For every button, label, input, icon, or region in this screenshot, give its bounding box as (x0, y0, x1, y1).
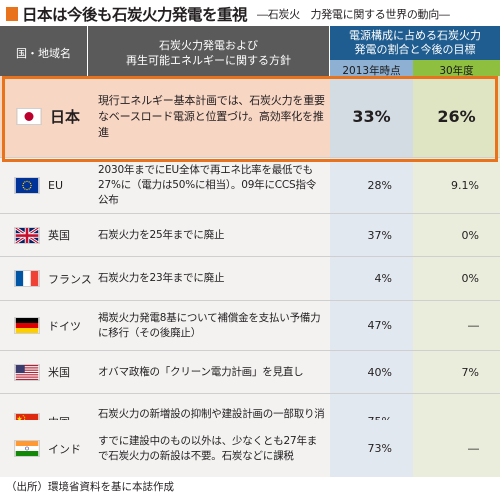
country-name: 米国 (48, 366, 70, 379)
policy-cell: 石炭火力を23年までに廃止 (98, 272, 225, 284)
uk-flag-icon (14, 226, 40, 244)
header-country: 国・地域名 (0, 26, 88, 80)
share-2013-cell: 37% (330, 214, 413, 256)
share-2013-cell: 4% (330, 257, 413, 300)
target-2030-cell: ― (413, 420, 500, 477)
country-name: インド (48, 442, 81, 456)
country-name: ドイツ (48, 319, 81, 333)
us-flag-icon (14, 363, 40, 381)
policy-table: 国・地域名 石炭火力発電および 再生可能エネルギーに関する方針 電源構成に占める石… (0, 26, 500, 474)
chart-title: 日本は今後も石炭火力発電を重視 (22, 6, 248, 24)
target-2030-cell: 0% (413, 214, 500, 256)
policy-cell: 褐炭火力発電8基について補償金を支払い予備力に移行（その後廃止） (98, 311, 321, 339)
table-row-japan: 日本 現行エネルギー基本計画では、石炭火力を重要なベースロード電源と位置づけ。高… (0, 76, 500, 158)
table-row-france: フランス 石炭火力を23年までに廃止 4% 0% (0, 257, 500, 301)
header-2030: 30年度 (413, 60, 500, 80)
share-2013-cell: 73% (330, 420, 413, 477)
country-name: 日本 (50, 108, 81, 126)
policy-cell: 2030年までにEU全体で再エネ比率を最低でも27%に（電力は50%に相当）。0… (98, 164, 317, 206)
header-policy: 石炭火力発電および 再生可能エネルギーに関する方針 (88, 26, 330, 80)
country-cell: インド (0, 420, 88, 477)
header-2013: 2013年時点 (330, 60, 413, 80)
share-2013-cell: 40% (330, 351, 413, 393)
country-cell: 米国 (0, 351, 88, 393)
header-share: 電源構成に占める石炭火力 発電の割合と今後の目標 (330, 26, 500, 60)
germany-flag-icon (14, 317, 40, 334)
table-row-eu: EU 2030年までにEU全体で再エネ比率を最低でも27%に（電力は50%に相当… (0, 158, 500, 214)
chart-subtitle: ―石炭火 力発電に関する世界の動向― (257, 8, 450, 21)
policy-cell: オバマ政権の「クリーン電力計画」を見直し (98, 365, 304, 378)
country-cell: 日本 (0, 76, 88, 157)
target-2030-cell: 0% (413, 257, 500, 300)
india-flag-icon (14, 440, 40, 457)
country-cell: 英国 (0, 214, 88, 256)
source-note: （出所）環境省資料を基に本誌作成 (6, 481, 174, 493)
target-2030-cell: 9.1% (413, 158, 500, 213)
target-2030-cell: 26% (413, 76, 500, 157)
policy-cell: 現行エネルギー基本計画では、石炭火力を重要なベースロード電源と位置づけ。高効率化… (98, 93, 325, 139)
country-cell: フランス (0, 257, 92, 300)
country-name: フランス (48, 272, 92, 286)
japan-flag-icon (16, 108, 42, 125)
table-row-germany: ドイツ 褐炭火力発電8基について補償金を支払い予備力に移行（その後廃止） 47%… (0, 301, 500, 351)
target-2030-cell: ― (413, 301, 500, 350)
france-flag-icon (14, 270, 40, 287)
policy-cell: すでに建設中のもの以外は、少なくとも27年まで石炭火力の新設は不要。石炭などに課… (98, 434, 318, 462)
eu-flag-icon (14, 177, 40, 194)
country-cell: ドイツ (0, 301, 88, 350)
table-row-india: インド すでに建設中のもの以外は、少なくとも27年まで石炭火力の新設は不要。石炭… (0, 420, 500, 477)
country-name: EU (48, 179, 64, 192)
share-2013-cell: 28% (330, 158, 413, 213)
country-name: 英国 (48, 229, 70, 242)
share-2013-cell: 47% (330, 301, 413, 350)
chart-title-row: 日本は今後も石炭火力発電を重視 ―石炭火 力発電に関する世界の動向― (6, 3, 496, 25)
title-marker (6, 7, 18, 21)
table-row-uk: 英国 石炭火力を25年までに廃止 37% 0% (0, 214, 500, 257)
table-row-us: 米国 オバマ政権の「クリーン電力計画」を見直し 40% 7% (0, 351, 500, 394)
country-cell: EU (0, 158, 88, 213)
target-2030-cell: 7% (413, 351, 500, 393)
policy-cell: 石炭火力を25年までに廃止 (98, 228, 225, 241)
share-2013-cell: 33% (330, 76, 413, 157)
